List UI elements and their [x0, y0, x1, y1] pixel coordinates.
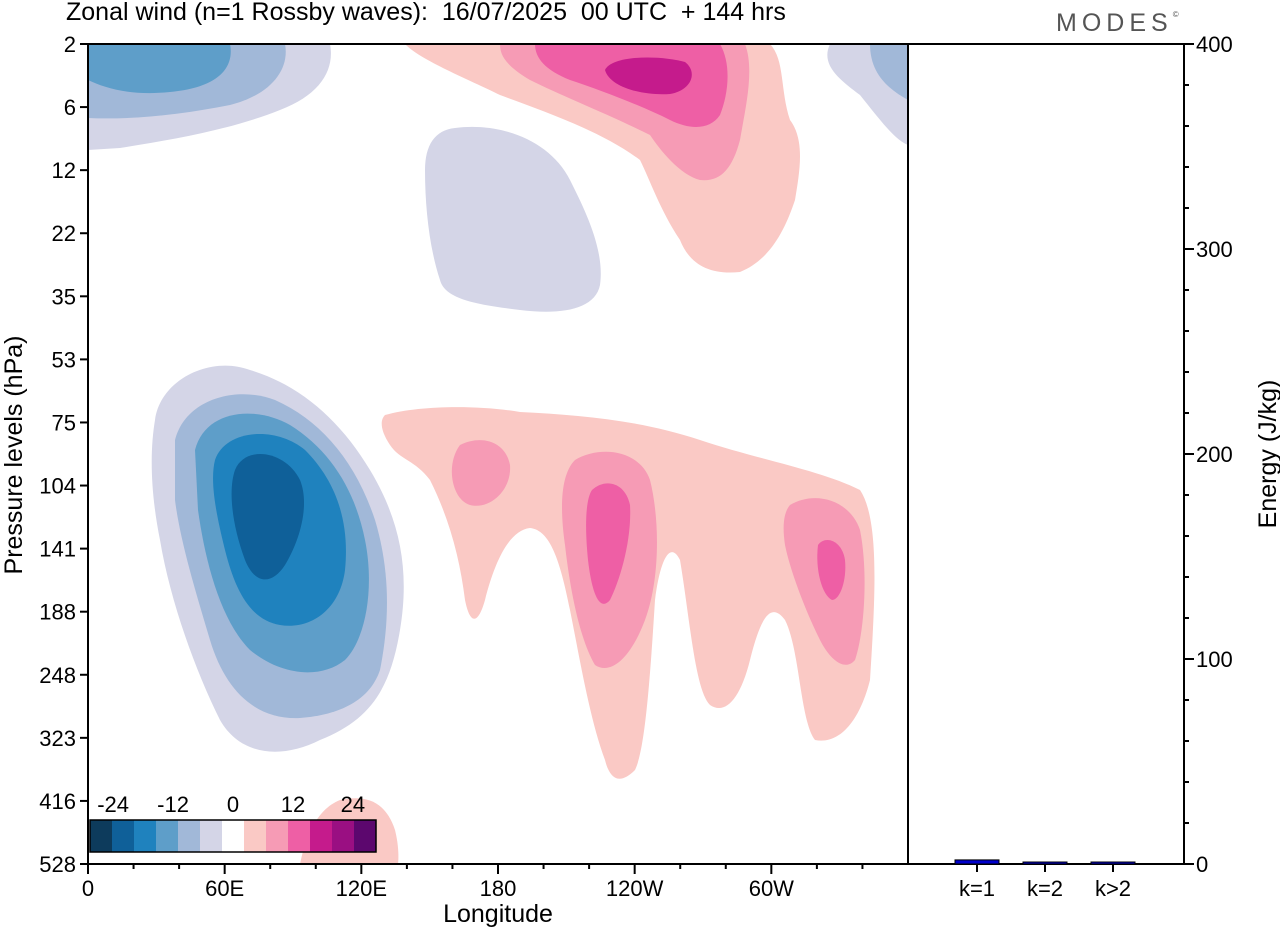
energy-categories: k=1 k=2 k>2 [959, 864, 1131, 901]
colorbar-label: -24 [97, 792, 129, 817]
contour-pos-12-lower-c [817, 540, 846, 600]
colorbar-legend: -24 -12 0 12 24 [89, 792, 377, 853]
energy-bar [954, 859, 1000, 865]
colorbar-swatch [288, 820, 310, 852]
modes-logo: MODES© [1056, 9, 1179, 38]
energy-category-label: k>2 [1095, 876, 1131, 901]
x-tick-label: 120W [606, 876, 664, 901]
energy-tick-label: 100 [1196, 647, 1233, 672]
contour-neg-4-middle [425, 126, 601, 312]
contour-neg-20-lower [231, 453, 305, 580]
y-tick-label: 2 [64, 32, 76, 57]
x-tick-label: 120E [336, 876, 387, 901]
energy-axis-title: Energy (J/kg) [1254, 380, 1280, 529]
y-tick-label: 528 [39, 852, 76, 877]
colorbar-swatch [266, 820, 288, 852]
colorbar-swatch [310, 820, 332, 852]
colorbar-label: 24 [341, 792, 365, 817]
energy-category-label: k=2 [1027, 876, 1063, 901]
y-tick-label: 416 [39, 789, 76, 814]
colorbar-swatch [354, 820, 376, 852]
x-tick-label: 180 [480, 876, 517, 901]
y-axis-energy: 0 100 200 300 400 [1184, 32, 1233, 877]
energy-category-label: k=1 [959, 876, 995, 901]
y-tick-label: 323 [39, 726, 76, 751]
y-tick-label: 248 [39, 663, 76, 688]
y-tick-label: 75 [52, 410, 76, 435]
colorbar-swatch [332, 820, 354, 852]
colorbar-label: -12 [157, 792, 189, 817]
colorbar-label: 0 [227, 792, 239, 817]
colorbar-label: 12 [281, 792, 305, 817]
x-tick-label: 60E [205, 876, 244, 901]
colorbar-frame [89, 819, 377, 853]
colorbar-swatch [90, 820, 112, 852]
contour-pos-8-lower-a [451, 440, 511, 506]
x-axis-title: Longitude [443, 900, 553, 928]
energy-plot-frame [907, 43, 1185, 865]
modes-logo-text: MODES [1056, 9, 1173, 37]
colorbar-swatch [156, 820, 178, 852]
x-axis-longitude: 0 60E 120E 180 120W 60W [82, 864, 864, 901]
contour-pos-16-upper [605, 57, 692, 95]
y-tick-label: 12 [52, 158, 76, 183]
colorbar-swatch [200, 820, 222, 852]
energy-bar [1022, 861, 1068, 865]
y-axis-pressure: 2 6 12 22 35 53 75 104 141 188 248 323 416 528 [39, 32, 88, 877]
contour-neg-12-upper-left [88, 44, 231, 94]
y-axis-title: Pressure levels (hPa) [0, 336, 28, 575]
zonal-wind-contours [88, 44, 908, 864]
energy-tick-label: 200 [1196, 442, 1233, 467]
colorbar-swatch [178, 820, 200, 852]
colorbar-swatch [244, 820, 266, 852]
energy-tick-label: 0 [1196, 852, 1208, 877]
y-tick-label: 141 [39, 537, 76, 562]
y-tick-label: 53 [52, 347, 76, 372]
y-tick-label: 188 [39, 600, 76, 625]
y-tick-label: 35 [52, 284, 76, 309]
colorbar-swatch [222, 820, 244, 852]
colorbar-swatch [112, 820, 134, 852]
y-tick-label: 6 [64, 95, 76, 120]
y-tick-label: 22 [52, 221, 76, 246]
energy-tick-label: 400 [1196, 32, 1233, 57]
colorbar-swatch [134, 820, 156, 852]
contour-pos-12-lower-b [586, 483, 631, 604]
energy-bar [1090, 861, 1136, 865]
x-tick-label: 60W [749, 876, 794, 901]
energy-tick-label: 300 [1196, 237, 1233, 262]
x-tick-label: 0 [82, 876, 94, 901]
energy-bars [954, 859, 1136, 865]
copyright-mark: © [1172, 10, 1179, 19]
contour-neg-8-upper-right [870, 44, 908, 100]
y-tick-label: 104 [39, 474, 76, 499]
chart-title: Zonal wind (n=1 Rossby waves): 16/07/202… [66, 0, 786, 26]
